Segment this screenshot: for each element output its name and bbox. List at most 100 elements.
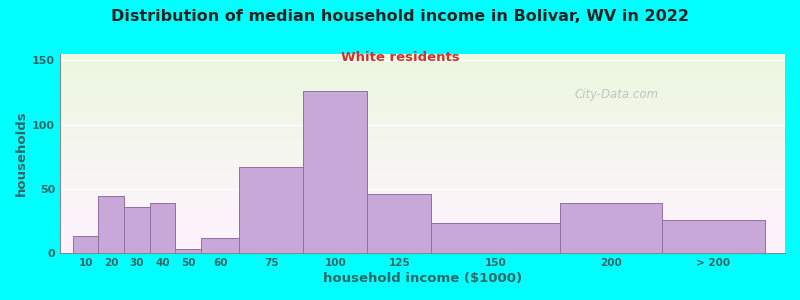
- Bar: [60, 66, 785, 67]
- Bar: [60, 224, 785, 225]
- Bar: [60, 169, 785, 170]
- Bar: [60, 124, 785, 126]
- Bar: [60, 145, 785, 146]
- Bar: [60, 73, 785, 74]
- Text: City-Data.com: City-Data.com: [574, 88, 659, 101]
- Bar: [60, 109, 785, 110]
- Bar: [60, 230, 785, 231]
- Bar: [60, 200, 785, 201]
- Bar: [60, 247, 785, 248]
- Bar: [60, 206, 785, 207]
- Bar: [60, 250, 785, 251]
- Bar: [60, 77, 785, 78]
- Bar: [60, 135, 785, 136]
- Bar: [60, 134, 785, 135]
- Bar: [60, 240, 785, 241]
- Bar: [60, 223, 785, 224]
- Bar: [60, 185, 785, 186]
- Bar: [60, 89, 785, 90]
- Bar: [60, 199, 785, 200]
- X-axis label: household income ($1000): household income ($1000): [323, 272, 522, 285]
- Bar: [60, 122, 785, 123]
- Bar: [60, 80, 785, 81]
- Bar: [60, 94, 785, 95]
- Bar: [60, 229, 785, 230]
- Bar: [60, 235, 785, 236]
- Bar: [60, 205, 785, 206]
- Bar: [60, 151, 785, 152]
- Bar: [60, 103, 785, 104]
- Bar: [60, 197, 785, 198]
- Bar: [60, 217, 785, 218]
- Bar: [60, 139, 785, 140]
- Bar: [60, 187, 785, 188]
- Bar: [60, 81, 785, 82]
- Bar: [60, 162, 785, 164]
- Bar: [60, 191, 785, 192]
- Bar: [60, 198, 785, 199]
- Bar: [60, 183, 785, 184]
- Bar: [60, 211, 785, 212]
- Bar: [60, 172, 785, 173]
- Bar: [60, 142, 785, 143]
- Bar: [73, 236, 98, 253]
- Bar: [60, 133, 785, 134]
- Bar: [175, 249, 201, 253]
- Bar: [60, 246, 785, 247]
- Bar: [662, 220, 765, 253]
- Bar: [150, 203, 175, 253]
- Bar: [60, 64, 785, 65]
- Bar: [124, 207, 150, 253]
- Bar: [60, 218, 785, 219]
- Bar: [60, 112, 785, 113]
- Bar: [60, 209, 785, 210]
- Bar: [60, 113, 785, 114]
- Bar: [60, 244, 785, 245]
- Bar: [60, 85, 785, 86]
- Bar: [60, 93, 785, 94]
- Bar: [60, 233, 785, 234]
- Bar: [60, 95, 785, 96]
- Bar: [60, 106, 785, 107]
- Bar: [60, 192, 785, 193]
- Bar: [60, 180, 785, 181]
- Bar: [60, 123, 785, 124]
- Bar: [559, 203, 662, 253]
- Bar: [60, 236, 785, 237]
- Bar: [60, 232, 785, 233]
- Bar: [60, 177, 785, 178]
- Bar: [60, 121, 785, 122]
- Bar: [60, 148, 785, 149]
- Bar: [60, 54, 785, 55]
- Bar: [60, 193, 785, 194]
- Bar: [60, 72, 785, 73]
- Bar: [60, 184, 785, 185]
- Bar: [60, 61, 785, 62]
- Bar: [60, 83, 785, 84]
- Bar: [60, 242, 785, 243]
- Bar: [60, 203, 785, 204]
- Bar: [60, 155, 785, 157]
- Bar: [60, 92, 785, 93]
- Bar: [60, 120, 785, 121]
- Bar: [60, 104, 785, 105]
- Bar: [60, 214, 785, 215]
- Bar: [239, 167, 303, 253]
- Bar: [367, 194, 431, 253]
- Bar: [60, 91, 785, 92]
- Bar: [60, 56, 785, 57]
- Bar: [60, 75, 785, 76]
- Bar: [60, 78, 785, 79]
- Bar: [60, 126, 785, 127]
- Bar: [60, 170, 785, 171]
- Text: Distribution of median household income in Bolivar, WV in 2022: Distribution of median household income …: [111, 9, 689, 24]
- Bar: [60, 245, 785, 246]
- Text: White residents: White residents: [341, 51, 459, 64]
- Bar: [60, 251, 785, 252]
- Bar: [60, 87, 785, 88]
- Bar: [60, 157, 785, 158]
- Bar: [60, 149, 785, 151]
- Bar: [60, 164, 785, 165]
- Bar: [60, 63, 785, 64]
- Bar: [60, 238, 785, 239]
